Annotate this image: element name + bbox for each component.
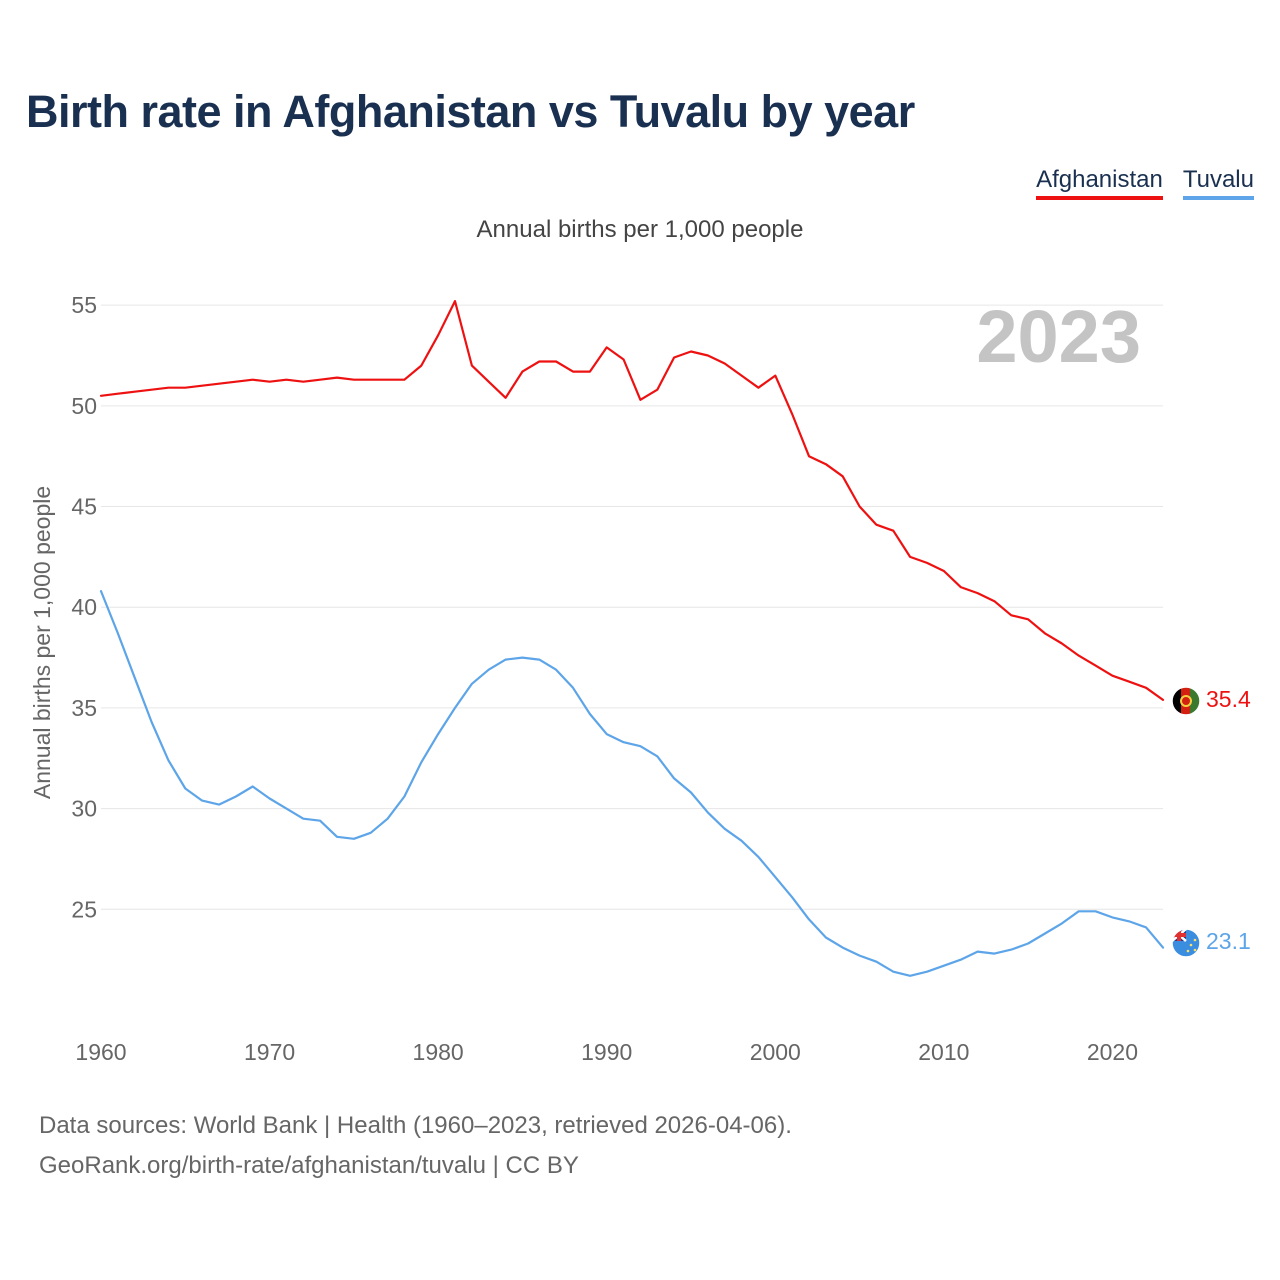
chart-subtitle: Annual births per 1,000 people <box>476 216 804 243</box>
source-link[interactable]: GeoRank.org/birth-rate/afghanistan/tuval… <box>39 1152 579 1179</box>
legend-item-afghanistan[interactable]: Afghanistan <box>1036 166 1163 200</box>
y-tick-label: 50 <box>71 393 97 419</box>
y-tick-label: 40 <box>71 594 97 620</box>
x-tick-label: 2000 <box>750 1039 801 1065</box>
x-tick-label: 2010 <box>918 1039 969 1065</box>
chart-legend: Afghanistan Tuvalu <box>1036 166 1254 200</box>
y-tick-label: 35 <box>71 695 97 721</box>
y-tick-label: 45 <box>71 494 97 520</box>
tuvalu-flag-icon <box>1171 928 1201 958</box>
end-label-afghanistan: 35.4 <box>1206 686 1251 712</box>
x-tick-label: 2020 <box>1087 1039 1138 1065</box>
series-line-tuvalu[interactable] <box>99 589 1165 977</box>
legend-item-tuvalu[interactable]: Tuvalu <box>1182 166 1254 200</box>
y-tick-label: 55 <box>71 292 97 318</box>
source-note: Data sources: World Bank | Health (1960–… <box>39 1106 792 1186</box>
afghanistan-flag-icon <box>1171 686 1201 716</box>
x-tick-label: 1970 <box>244 1039 295 1065</box>
year-badge: 2023 <box>976 295 1141 378</box>
y-tick-label: 30 <box>71 796 97 822</box>
x-tick-label: 1980 <box>413 1039 464 1065</box>
source-line: Data sources: World Bank | Health (1960–… <box>39 1112 792 1139</box>
end-label-tuvalu: 23.1 <box>1206 928 1251 954</box>
page-title: Birth rate in Afghanistan vs Tuvalu by y… <box>26 86 915 137</box>
line-chart: 25 30 35 40 45 50 55 1960 1970 1980 1990 2000 2010 20… <box>29 292 1251 1065</box>
x-tick-label: 1990 <box>581 1039 632 1065</box>
x-tick-label: 1960 <box>75 1039 126 1065</box>
y-axis-title: Annual births per 1,000 people <box>29 486 55 799</box>
y-tick-label: 25 <box>71 896 97 922</box>
series-line-afghanistan[interactable] <box>99 300 1165 702</box>
